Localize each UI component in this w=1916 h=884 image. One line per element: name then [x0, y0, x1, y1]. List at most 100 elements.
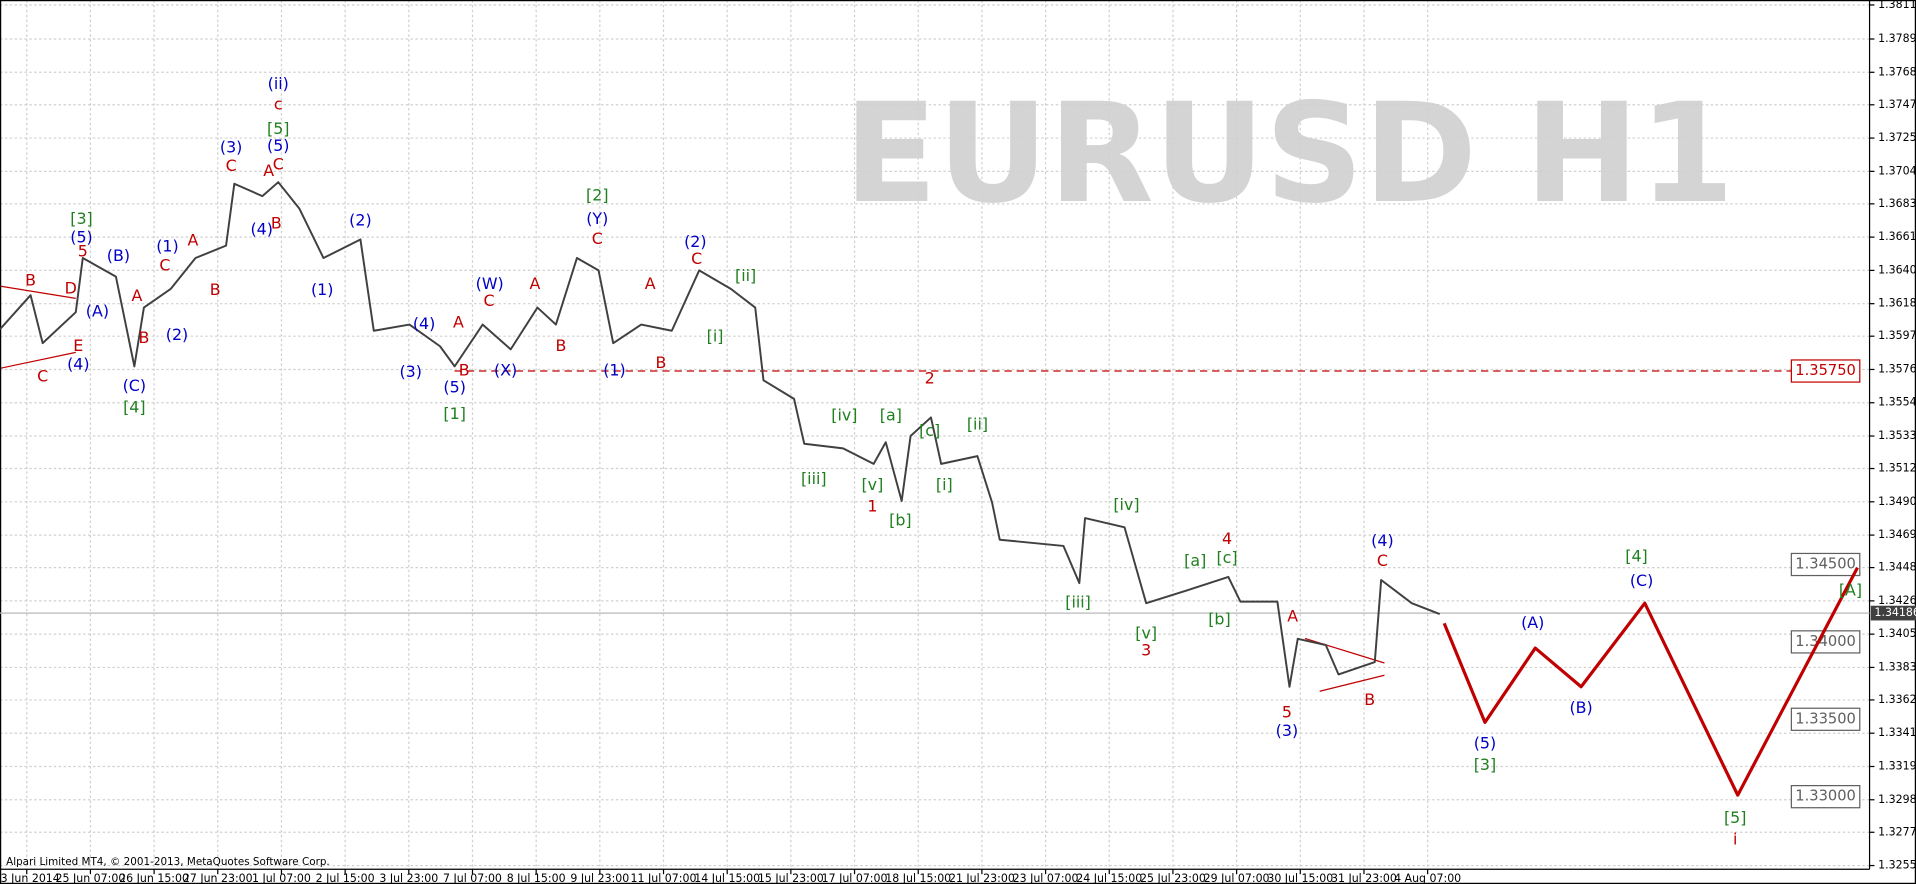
x-tick-label: 2 Jul 15:00	[316, 872, 375, 884]
x-tick-label: 8 Jul 15:00	[507, 872, 566, 884]
wave-label: (B)	[1569, 698, 1592, 717]
y-tick-label: 1.36185	[1878, 297, 1916, 310]
y-tick-label: 1.32770	[1878, 825, 1916, 838]
y-tick-label: 1.35760	[1878, 362, 1916, 375]
wave-label: [b]	[889, 511, 911, 530]
wave-label: (5)	[70, 227, 92, 246]
wave-label: B	[656, 353, 667, 372]
wave-label: [ii]	[967, 415, 988, 434]
grid	[0, 0, 1870, 870]
wave-label: 2	[925, 368, 935, 387]
wave-label: B	[556, 336, 567, 355]
wave-label: [i]	[707, 326, 724, 345]
wave-label: B	[271, 213, 282, 232]
wave-label: [A]	[1839, 580, 1862, 599]
wave-label: (2)	[166, 325, 188, 344]
current-price-label: 1.34186	[1874, 606, 1916, 619]
y-tick-label: 1.34480	[1878, 561, 1916, 574]
wave-label: D	[65, 278, 77, 297]
x-tick-label: 15 Jul 23:00	[758, 872, 824, 884]
wave-label: (A)	[1521, 613, 1544, 632]
wave-label: (Y)	[586, 209, 608, 228]
wave-label: [2]	[586, 186, 608, 205]
wave-label: (3)	[1276, 721, 1298, 740]
x-tick-label: 18 Jul 15:00	[885, 872, 951, 884]
wave-label: [a]	[880, 405, 902, 424]
wave-label: B	[1364, 690, 1375, 709]
y-tick-label: 1.37255	[1878, 131, 1916, 144]
wave-label: (4)	[1371, 531, 1393, 550]
watermark: EURUSD H1	[844, 75, 1735, 234]
wave-label: [4]	[1625, 546, 1647, 565]
wave-label: (ii)	[268, 74, 289, 93]
wave-label: [5]	[267, 119, 289, 138]
x-tick-label: 24 Jul 15:00	[1076, 872, 1142, 884]
wave-label: [4]	[123, 398, 145, 417]
wave-label: (1)	[156, 237, 178, 256]
wave-label: C	[226, 156, 237, 175]
wave-label: (3)	[220, 138, 242, 157]
wave-label: B	[138, 328, 149, 347]
x-tick-label: 29 Jul 07:00	[1204, 872, 1270, 884]
wave-label: (X)	[494, 360, 517, 379]
x-tick-label: 7 Jul 07:00	[443, 872, 502, 884]
y-tick-label: 1.33625	[1878, 693, 1916, 706]
wave-label: 1	[867, 497, 877, 516]
y-tick-label: 1.36400	[1878, 263, 1916, 276]
y-tick-label: 1.33835	[1878, 660, 1916, 673]
wave-label: (3)	[399, 362, 421, 381]
wave-label: (4)	[413, 314, 435, 333]
wave-label: 3	[1141, 641, 1151, 660]
x-tick-label: 23 Jun 2014	[0, 872, 60, 884]
y-tick-label: 1.36615	[1878, 230, 1916, 243]
wave-label: [c]	[919, 421, 940, 440]
wave-label: (C)	[123, 376, 146, 395]
wave-label: (1)	[311, 280, 333, 299]
x-tick-label: 23 Jul 07:00	[1013, 872, 1079, 884]
wave-label: (5)	[267, 136, 289, 155]
y-tick-label: 1.37470	[1878, 98, 1916, 111]
wave-label: i	[1733, 829, 1737, 848]
y-tick-label: 1.34905	[1878, 495, 1916, 508]
wave-label: (1)	[603, 360, 625, 379]
trendline	[1319, 674, 1385, 692]
y-tick-label: 1.32555	[1878, 859, 1916, 872]
wave-label: B	[25, 271, 36, 290]
wave-label: (4)	[250, 220, 272, 239]
level-box	[1790, 707, 1861, 731]
y-tick-label: 1.32980	[1878, 793, 1916, 806]
wave-label: (A)	[86, 302, 109, 321]
wave-label: (5)	[443, 378, 465, 397]
y-tick-label: 1.38115	[1878, 0, 1916, 11]
wave-label: A	[131, 286, 142, 305]
wave-label: 5	[78, 241, 88, 260]
wave-label: [v]	[1135, 624, 1157, 643]
wave-label: (W)	[476, 274, 504, 293]
wave-label: (2)	[349, 210, 371, 229]
wave-label: A	[529, 274, 540, 293]
wave-label: [iii]	[1065, 593, 1091, 612]
x-tick-label: 14 Jul 15:00	[694, 872, 760, 884]
y-tick-label: 1.37680	[1878, 65, 1916, 78]
wave-label: [a]	[1184, 551, 1206, 570]
y-tick-label: 1.36830	[1878, 197, 1916, 210]
wave-label: [5]	[1724, 808, 1746, 827]
level-label: 1.35750	[1795, 362, 1856, 379]
wave-label: (C)	[1630, 571, 1653, 590]
current-price-box	[1870, 605, 1916, 621]
wave-label: (4)	[67, 354, 89, 373]
y-tick-label: 1.37040	[1878, 164, 1916, 177]
wave-label: C	[159, 255, 170, 274]
wave-label: 4	[1222, 529, 1232, 548]
wave-label: [ii]	[735, 266, 756, 285]
wave-label: C	[37, 367, 48, 386]
wave-label: [iii]	[801, 469, 827, 488]
level-label: 1.33000	[1795, 788, 1856, 805]
x-tick-label: 1 Jul 07:00	[252, 872, 311, 884]
level-box	[1790, 785, 1861, 809]
y-tick-label: 1.34690	[1878, 528, 1916, 541]
wave-label: C	[273, 155, 284, 174]
x-tick-label: 31 Jul 23:00	[1331, 872, 1397, 884]
